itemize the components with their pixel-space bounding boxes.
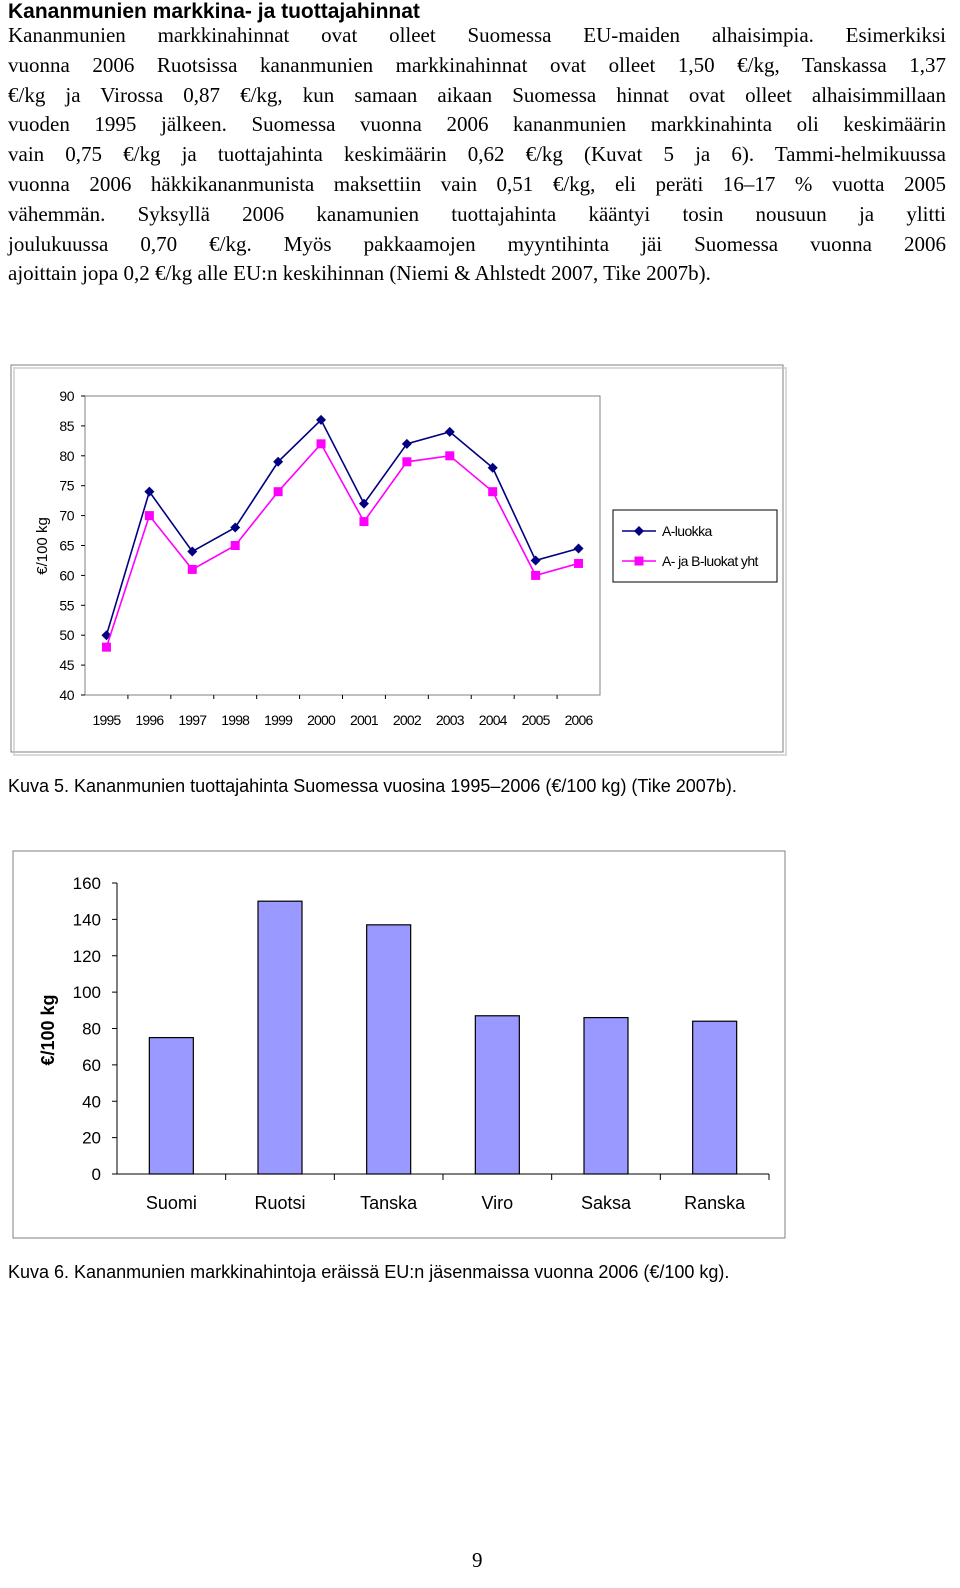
y-tick-label: 120	[73, 947, 101, 966]
y-tick-label: 60	[59, 567, 74, 583]
y-tick-label: 80	[82, 1020, 101, 1039]
y-axis-label: €/100 kg	[38, 994, 58, 1065]
y-tick-label: 75	[59, 478, 74, 494]
data-point	[187, 564, 197, 574]
y-tick-label: 50	[59, 627, 74, 643]
y-tick-label: 80	[59, 448, 74, 464]
x-tick-label: 1995	[92, 712, 121, 728]
paragraph-line: vähemmän. Syksyllä 2006 kanamunien tuott…	[8, 201, 946, 226]
data-point	[144, 486, 155, 497]
paragraph-line: vain 0,75 €/kg ja tuottajahinta keskimää…	[8, 142, 946, 167]
y-tick-label: 45	[59, 657, 74, 673]
figure-caption-6: Kuva 6. Kananmunien markkinahintoja eräi…	[8, 1262, 730, 1282]
data-point	[273, 456, 284, 467]
y-tick-label: 100	[73, 983, 101, 1002]
data-point	[530, 555, 541, 566]
bar	[692, 1020, 738, 1175]
x-tick-label: Saksa	[581, 1193, 632, 1213]
series-line	[105, 418, 579, 636]
y-tick-label: 40	[59, 687, 74, 703]
paragraph-line: vuoden 1995 jälkeen. Suomessa vuonna 200…	[8, 112, 946, 137]
x-tick-label: 1997	[178, 712, 207, 728]
x-tick-label: 2001	[350, 712, 379, 728]
y-tick-label: 70	[59, 508, 74, 524]
y-tick-label: 140	[73, 910, 101, 929]
x-tick-label: 2004	[479, 712, 508, 728]
data-point	[358, 498, 369, 509]
bar	[474, 1015, 520, 1175]
chart-frame-shadow	[13, 367, 787, 756]
x-tick-label: 1999	[264, 712, 293, 728]
legend-label: A- ja B-luokat yht	[662, 553, 759, 569]
legend-box	[612, 509, 778, 583]
y-axis-label: €/100 kg	[34, 517, 51, 575]
y-tick-label: 90	[59, 388, 74, 404]
paragraph-line: €/kg ja Virossa 0,87 €/kg, kun samaan ai…	[8, 82, 946, 107]
data-point	[401, 438, 412, 449]
data-point	[402, 457, 412, 467]
paragraph-line: Kananmunien markkinahinnat ovat olleet S…	[8, 23, 946, 47]
y-tick-label: 40	[82, 1092, 101, 1111]
y-tick-label: 60	[82, 1056, 101, 1075]
y-tick-label: 65	[59, 538, 74, 554]
plot-area	[84, 395, 601, 696]
data-point	[488, 487, 498, 497]
x-tick-label: 1998	[221, 712, 250, 728]
data-point	[187, 546, 198, 557]
data-point	[273, 487, 283, 497]
data-point	[230, 522, 241, 533]
data-point	[316, 414, 327, 425]
bar	[257, 900, 303, 1175]
figure-caption-5: Kuva 5. Kananmunien tuottajahinta Suomes…	[8, 776, 737, 796]
bar	[366, 924, 412, 1175]
body-paragraph: Kananmunien markkinahinnat ovat olleet S…	[8, 21, 946, 289]
series-line	[105, 442, 579, 648]
paragraph-line: ajoittain jopa 0,2 €/kg alle EU:n keskih…	[8, 261, 711, 286]
data-point	[445, 451, 455, 461]
x-tick-label: 2005	[522, 712, 551, 728]
data-point	[359, 517, 369, 527]
y-tick-label: 55	[59, 597, 74, 613]
paragraph-line: joulukuussa 0,70 €/kg. Myös pakkaamojen …	[8, 231, 946, 256]
x-tick-label: 2006	[565, 712, 594, 728]
data-point	[444, 426, 455, 437]
x-tick-label: Suomi	[146, 1193, 197, 1213]
data-point	[487, 462, 498, 473]
data-point	[316, 439, 326, 449]
paragraph-line: vuonna 2006 Ruotsissa kananmunien markki…	[8, 52, 946, 77]
y-tick-label: 160	[73, 874, 101, 893]
paragraph-line: vuonna 2006 häkkikananmunista maksettiin…	[8, 171, 946, 196]
x-tick-label: 2003	[436, 712, 465, 728]
x-tick-label: Viro	[481, 1193, 513, 1213]
x-tick-label: Ranska	[684, 1193, 746, 1213]
x-tick-label: Ruotsi	[254, 1193, 305, 1213]
x-tick-label: 1996	[135, 712, 164, 728]
line-chart-producer-price: 40 45 50 55 60 65 70 75 80 85 90 1995 1996 1997 1998 19…	[10, 364, 787, 756]
y-tick-label: 85	[59, 418, 74, 434]
legend-label: A-luokka	[662, 523, 712, 539]
data-point	[574, 558, 584, 568]
data-point	[230, 541, 240, 550]
data-point	[531, 570, 541, 580]
data-point	[144, 511, 154, 521]
page-number: 9	[472, 1548, 483, 1572]
data-point	[101, 642, 111, 652]
legend-marker	[634, 526, 644, 536]
legend-marker	[634, 556, 644, 566]
bar	[148, 1036, 194, 1175]
bar-chart-market-price: 0 20 40 60 80 100 120 140 160 Suomi Ruotsi Tanska Vi…	[12, 850, 786, 1239]
x-tick-label: 2002	[393, 712, 422, 728]
x-tick-label: Tanska	[360, 1193, 418, 1213]
y-tick-label: 0	[92, 1165, 101, 1184]
section-heading: Kananmunien markkina- ja tuottajahinnat	[8, 0, 420, 23]
data-point	[573, 543, 584, 554]
y-tick-label: 20	[82, 1129, 101, 1148]
x-tick-label: 2000	[307, 712, 336, 728]
bar	[583, 1016, 629, 1175]
